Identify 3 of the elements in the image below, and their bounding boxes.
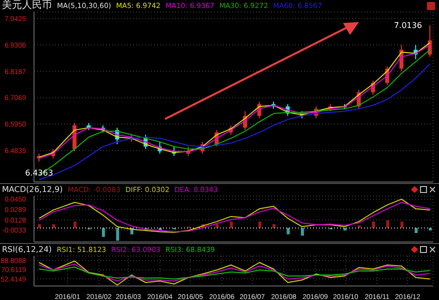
annotation: 7.0136: [394, 21, 422, 30]
chart-title: RSI(6,12,24): [2, 244, 52, 255]
chart-title: MACD(26,12,9): [2, 184, 63, 195]
